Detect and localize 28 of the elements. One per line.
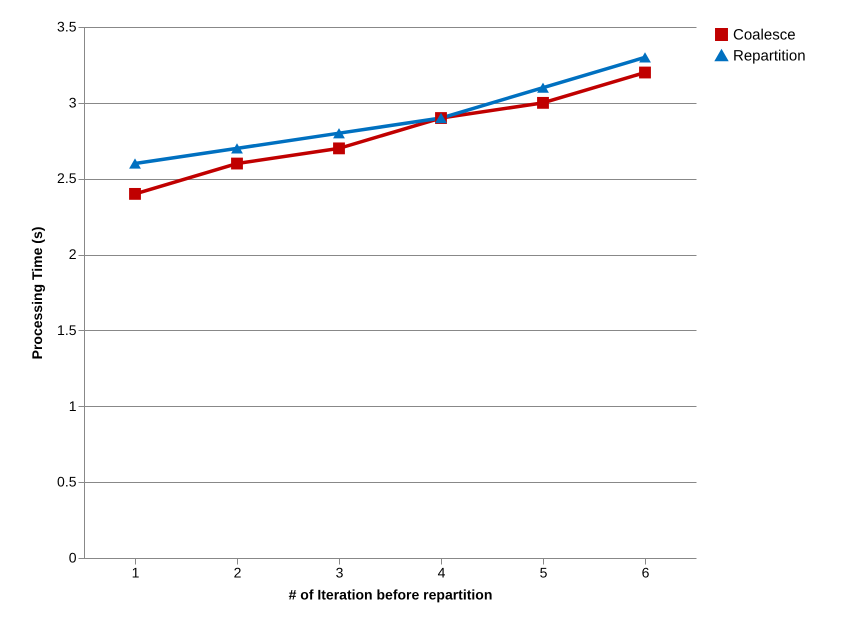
- y-tick-label: 2: [68, 246, 77, 262]
- legend-label: Coalesce: [733, 26, 796, 44]
- x-tick-label: 1: [132, 564, 140, 580]
- point: [129, 158, 141, 169]
- x-axis-title: # of Iteration before repartition: [288, 586, 492, 602]
- point: [537, 96, 549, 109]
- point: [537, 82, 549, 93]
- point: [639, 66, 651, 78]
- point: [639, 52, 651, 62]
- y-tick-label: 0.5: [57, 474, 77, 490]
- point: [231, 158, 243, 170]
- y-tick-label: 1: [68, 398, 77, 414]
- y-tick-label: 0: [68, 550, 77, 566]
- x-tick-label: 5: [540, 564, 548, 580]
- y-tick-label: 3: [68, 94, 77, 110]
- legend-label: Repartition: [733, 48, 806, 64]
- x-tick-label: 3: [336, 564, 344, 580]
- x-tick-label: 4: [438, 564, 446, 580]
- point: [333, 128, 345, 138]
- y-tick-label: 3.5: [57, 18, 77, 34]
- point: [231, 143, 243, 154]
- y-tick-label: 2.5: [57, 170, 77, 186]
- point: [129, 188, 141, 200]
- point: [333, 142, 345, 154]
- y-tick-label: 1.5: [57, 322, 77, 338]
- y-axis-title: Processing Time (s): [29, 226, 46, 360]
- x-tick-label: 2: [234, 564, 242, 580]
- x-tick-label: 6: [642, 564, 650, 580]
